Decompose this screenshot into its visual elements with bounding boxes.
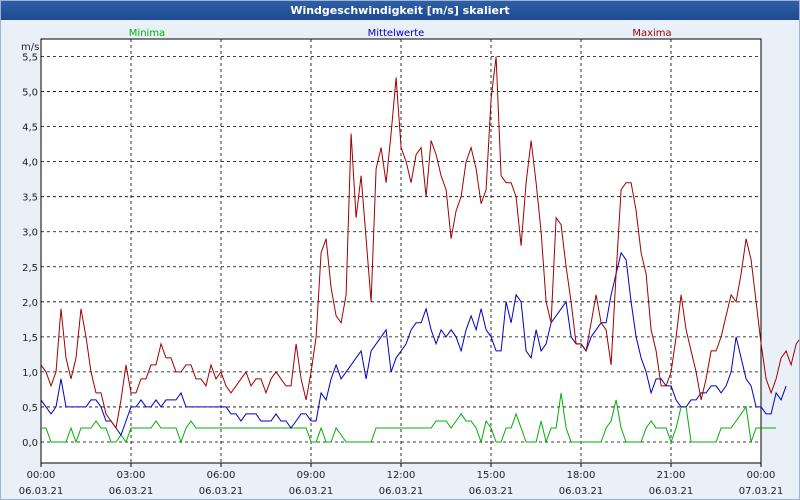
y-tick-label: 2,5 bbox=[22, 263, 38, 274]
y-tick-label: 2,0 bbox=[22, 298, 38, 309]
y-tick-label: 5,0 bbox=[22, 88, 38, 99]
legend-maxima: Maxima bbox=[632, 28, 671, 39]
y-axis-label: m/s bbox=[21, 42, 39, 53]
x-tick-time: 00:00 bbox=[27, 470, 56, 481]
legend-minima: Minima bbox=[129, 28, 165, 39]
x-tick-date: 06.03.21 bbox=[109, 486, 154, 497]
series-line-mittelwerte bbox=[40, 251, 787, 437]
x-tick-date: 06.03.21 bbox=[559, 486, 604, 497]
x-tick-date: 06.03.21 bbox=[199, 486, 244, 497]
y-tick-label: 0,0 bbox=[22, 438, 38, 449]
y-tick-label: 1,0 bbox=[22, 368, 38, 379]
y-tick-label: 5,5 bbox=[22, 53, 38, 64]
y-tick-label: 3,5 bbox=[22, 193, 38, 204]
series-line-minima bbox=[41, 392, 777, 444]
x-tick-time: 18:00 bbox=[567, 470, 596, 481]
x-tick-time: 03:00 bbox=[117, 470, 146, 481]
x-tick-time: 09:00 bbox=[297, 470, 326, 481]
y-tick-label: 1,5 bbox=[22, 333, 38, 344]
chart-title: Windgeschwindigkeit [m/s] skaliert bbox=[1, 1, 799, 20]
x-tick-time: 12:00 bbox=[387, 470, 416, 481]
x-tick-date: 06.03.21 bbox=[649, 486, 694, 497]
y-tick-label: 3,0 bbox=[22, 228, 38, 239]
x-tick-time: 21:00 bbox=[657, 470, 686, 481]
x-tick-date: 06.03.21 bbox=[469, 486, 514, 497]
legend-mittelwerte: Mittelwerte bbox=[368, 28, 425, 39]
x-tick-date: 07.03.21 bbox=[739, 486, 784, 497]
x-tick-time: 15:00 bbox=[477, 470, 506, 481]
x-tick-time: 00:00 bbox=[747, 470, 776, 481]
series-line-maxima bbox=[40, 56, 799, 430]
y-tick-label: 0,5 bbox=[22, 403, 38, 414]
x-tick-date: 06.03.21 bbox=[19, 486, 64, 497]
x-tick-date: 06.03.21 bbox=[379, 486, 424, 497]
x-tick-date: 06.03.21 bbox=[289, 486, 334, 497]
x-tick-time: 06:00 bbox=[207, 470, 236, 481]
y-tick-label: 4,0 bbox=[22, 158, 38, 169]
y-tick-label: 4,5 bbox=[22, 123, 38, 134]
